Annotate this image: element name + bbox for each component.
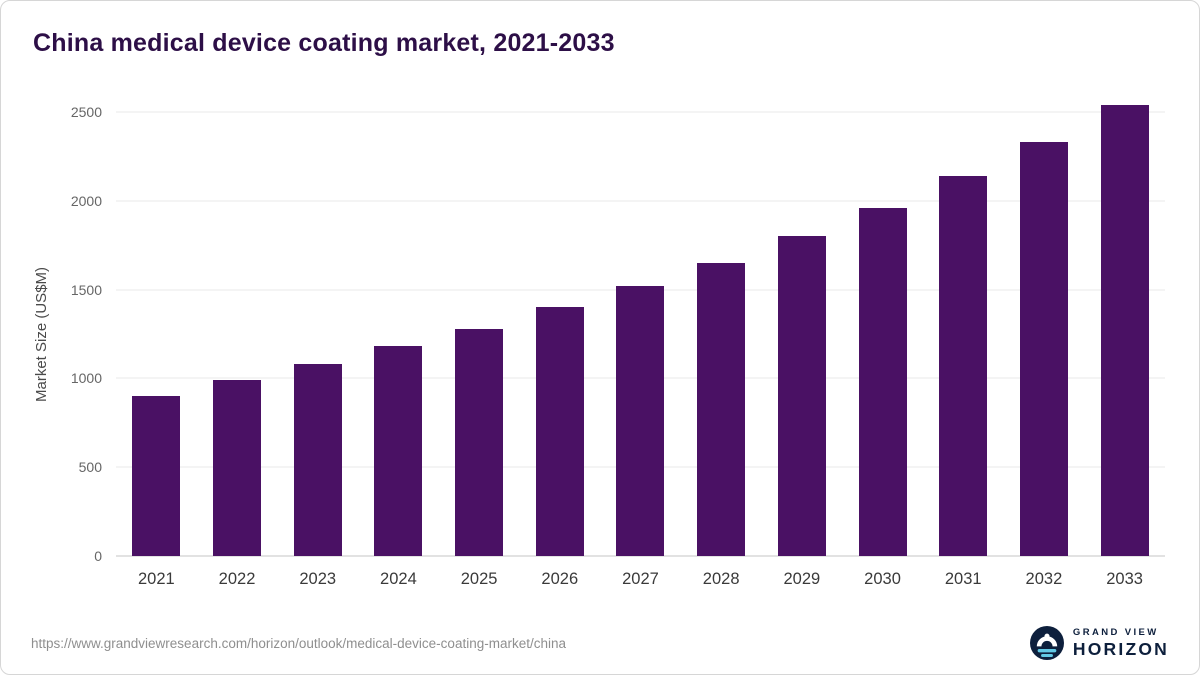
bar-2028	[697, 262, 746, 556]
y-tick-label: 2500	[70, 104, 102, 120]
source-url: https://www.grandviewresearch.com/horizo…	[31, 635, 566, 651]
bar-cell	[923, 112, 1004, 556]
horizon-logo-icon	[1029, 626, 1064, 660]
x-tick-label-2023: 2023	[299, 570, 337, 588]
bar-cell	[358, 112, 439, 556]
y-tick-label: 0	[94, 548, 102, 564]
y-gridline	[116, 200, 1165, 202]
x-tick-label-2030: 2030	[864, 570, 901, 588]
y-tick-label: 1000	[70, 370, 102, 387]
footer: https://www.grandviewresearch.com/horizo…	[31, 626, 1169, 660]
bar-cell	[439, 112, 520, 556]
bar-cell	[277, 112, 358, 556]
x-axis-tick-labels: 2021 2022 2023 2024 2025 2026 2027 2028 2029 2030…	[116, 556, 1165, 600]
x-tick-label-2024: 2024	[380, 570, 417, 588]
logo-line-grand-view: GRAND VIEW	[1072, 626, 1159, 638]
bar-cell	[762, 112, 843, 556]
x-tick-label-2021: 2021	[137, 570, 175, 588]
x-tick-label-2025: 2025	[460, 570, 498, 588]
bar-2026	[535, 307, 584, 556]
x-tick-label-2028: 2028	[702, 570, 740, 588]
y-tick-label: 500	[78, 459, 102, 476]
x-tick-label-2026: 2026	[541, 570, 579, 588]
bar-cell	[197, 112, 278, 556]
bar-cell	[519, 112, 600, 556]
x-tick-label-2022: 2022	[218, 570, 256, 588]
plot-area: 0 500 1000 1500 2000 2500	[71, 104, 1165, 564]
chart-title: China medical device coating market, 202…	[33, 29, 615, 57]
bar-2024	[374, 346, 423, 556]
bar-cell	[681, 112, 762, 556]
y-tick-label: 1500	[70, 281, 102, 298]
bar-2025	[455, 328, 504, 556]
x-tick-label-2031: 2031	[944, 570, 982, 588]
bar-2031	[939, 175, 988, 556]
y-axis-title: Market Size (US$M)	[33, 266, 50, 402]
x-tick-label-2033: 2033	[1106, 570, 1143, 588]
bar-2029	[777, 236, 826, 556]
bar-cell	[842, 112, 923, 556]
grand-view-horizon-logo: GRAND VIEW HORIZON	[1029, 626, 1169, 660]
bars-container	[116, 104, 1165, 556]
bar-cell	[1004, 112, 1085, 556]
x-tick-label-2027: 2027	[622, 570, 659, 588]
x-tick-label-2029: 2029	[783, 570, 821, 588]
y-tick-label: 2000	[70, 192, 102, 209]
bar-2032	[1019, 142, 1068, 556]
bar-cell	[1084, 104, 1165, 556]
bar-2021	[132, 396, 181, 556]
y-gridline	[116, 111, 1165, 113]
bar-2022	[213, 380, 262, 556]
bar-2033	[1100, 104, 1149, 556]
bar-cell	[600, 112, 681, 556]
bar-2027	[616, 286, 665, 556]
chart-area: Market Size (US$M) 0 500 1000 1500 2000 2500 …	[31, 70, 1165, 600]
bar-2030	[858, 207, 907, 556]
logo-line-horizon: HORIZON	[1072, 638, 1169, 659]
logo-text: GRAND VIEW HORIZON	[1073, 627, 1169, 660]
x-tick-label-2032: 2032	[1025, 570, 1063, 588]
bar-2023	[293, 364, 342, 556]
bar-cell	[116, 112, 197, 556]
x-axis-baseline	[116, 555, 1165, 557]
